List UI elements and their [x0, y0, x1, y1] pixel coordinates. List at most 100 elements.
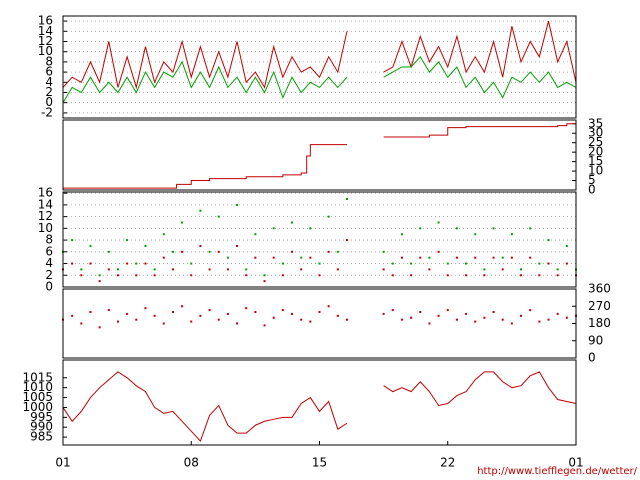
- data-point: [181, 305, 184, 308]
- data-point: [455, 318, 458, 321]
- data-point: [437, 250, 440, 253]
- data-point: [318, 262, 321, 265]
- y-tick-label: 20: [588, 145, 603, 159]
- data-point: [281, 309, 284, 312]
- data-point: [556, 274, 559, 277]
- y-tick-label: -2: [41, 105, 53, 119]
- series-line: [62, 31, 348, 90]
- data-point: [144, 262, 147, 265]
- data-point: [309, 320, 312, 323]
- data-point: [254, 311, 257, 313]
- data-point: [483, 268, 486, 271]
- data-point: [171, 250, 174, 253]
- data-point: [281, 274, 284, 277]
- data-point: [71, 314, 74, 317]
- series-line: [383, 123, 576, 138]
- data-point: [410, 274, 413, 277]
- data-point: [245, 268, 248, 271]
- data-point: [437, 221, 440, 224]
- data-point: [318, 274, 321, 277]
- y-tick-label: 0: [45, 95, 53, 109]
- data-point: [98, 274, 101, 277]
- series-line: [383, 55, 577, 99]
- data-point: [98, 280, 101, 283]
- data-point: [492, 256, 495, 259]
- y-tick-label: 35: [588, 116, 603, 130]
- data-point: [291, 250, 294, 253]
- data-point: [153, 314, 156, 317]
- y-tick-label: 30: [588, 126, 603, 140]
- y-tick-label: 25: [588, 135, 603, 149]
- x-tick-label: 15: [312, 456, 327, 470]
- data-point: [190, 262, 193, 265]
- data-point: [80, 322, 83, 325]
- data-point: [565, 244, 568, 247]
- data-point: [217, 215, 220, 218]
- data-point: [446, 262, 449, 265]
- data-point: [199, 209, 202, 212]
- data-point: [510, 233, 513, 236]
- data-point: [300, 256, 303, 259]
- series-line: [383, 371, 577, 407]
- data-point: [171, 311, 174, 313]
- data-point: [245, 274, 248, 277]
- data-point: [153, 268, 156, 271]
- data-point: [291, 312, 294, 315]
- data-point: [162, 256, 165, 259]
- data-point: [501, 318, 504, 321]
- y-tick-label: 10: [38, 44, 53, 58]
- y-tick-label: 360: [588, 282, 611, 296]
- data-point: [135, 318, 138, 321]
- data-point: [410, 316, 413, 319]
- data-point: [510, 256, 513, 259]
- data-point: [217, 250, 220, 253]
- data-point: [116, 268, 119, 271]
- data-point: [455, 256, 458, 259]
- data-point: [272, 316, 275, 319]
- data-point: [400, 256, 403, 259]
- data-point: [382, 268, 385, 271]
- data-point: [501, 268, 504, 271]
- data-point: [446, 309, 449, 312]
- y-tick-label: 10: [588, 164, 603, 178]
- data-point: [428, 322, 431, 325]
- data-point: [190, 320, 193, 323]
- data-point: [190, 274, 193, 277]
- data-point: [89, 244, 92, 247]
- data-point: [116, 274, 119, 277]
- x-tick-label: 08: [184, 456, 199, 470]
- data-point: [538, 320, 541, 323]
- data-point: [382, 312, 385, 315]
- data-point: [226, 256, 229, 259]
- data-point: [465, 274, 468, 277]
- data-point: [327, 250, 330, 253]
- data-point: [71, 262, 74, 265]
- data-point: [529, 309, 532, 312]
- data-point: [254, 233, 257, 236]
- data-point: [89, 262, 92, 265]
- data-point: [144, 307, 147, 310]
- data-point: [391, 262, 394, 265]
- data-point: [565, 262, 568, 265]
- panel-frame: [62, 15, 577, 119]
- y-tick-label: 2: [45, 268, 53, 282]
- data-point: [492, 311, 495, 313]
- data-point: [107, 250, 110, 253]
- data-point: [538, 274, 541, 277]
- data-point: [272, 227, 275, 230]
- x-tick-label: 01: [568, 456, 583, 470]
- y-tick-label: 5: [588, 173, 596, 187]
- data-point: [263, 280, 266, 283]
- y-tick-label: 10: [38, 221, 53, 235]
- y-tick-label: 8: [45, 54, 53, 68]
- y-tick-label: 1005: [22, 390, 53, 404]
- data-point: [236, 244, 239, 247]
- y-tick-label: 0: [588, 183, 596, 197]
- data-point: [217, 318, 220, 321]
- data-point: [116, 320, 119, 323]
- y-tick-label: 270: [588, 299, 611, 313]
- data-point: [71, 239, 74, 242]
- data-point: [520, 274, 523, 277]
- data-point: [153, 274, 156, 277]
